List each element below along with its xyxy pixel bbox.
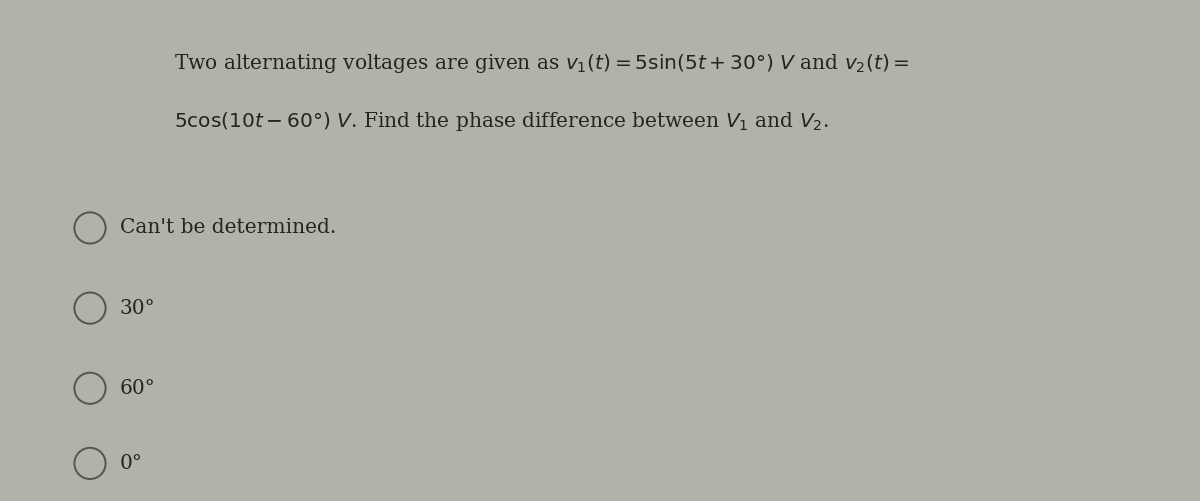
Text: 60°: 60° <box>120 379 156 398</box>
Text: Can't be determined.: Can't be determined. <box>120 218 336 237</box>
Text: $5\mathrm{cos}(10t - 60°)$ $V$. Find the phase difference between $V_1$ and $V_2: $5\mathrm{cos}(10t - 60°)$ $V$. Find the… <box>174 110 829 133</box>
Text: 0°: 0° <box>120 454 143 473</box>
Text: Two alternating voltages are given as $v_1(t) = 5\mathrm{sin}(5t + 30°)$ $V$ and: Two alternating voltages are given as $v… <box>174 53 910 75</box>
Text: 30°: 30° <box>120 299 156 318</box>
